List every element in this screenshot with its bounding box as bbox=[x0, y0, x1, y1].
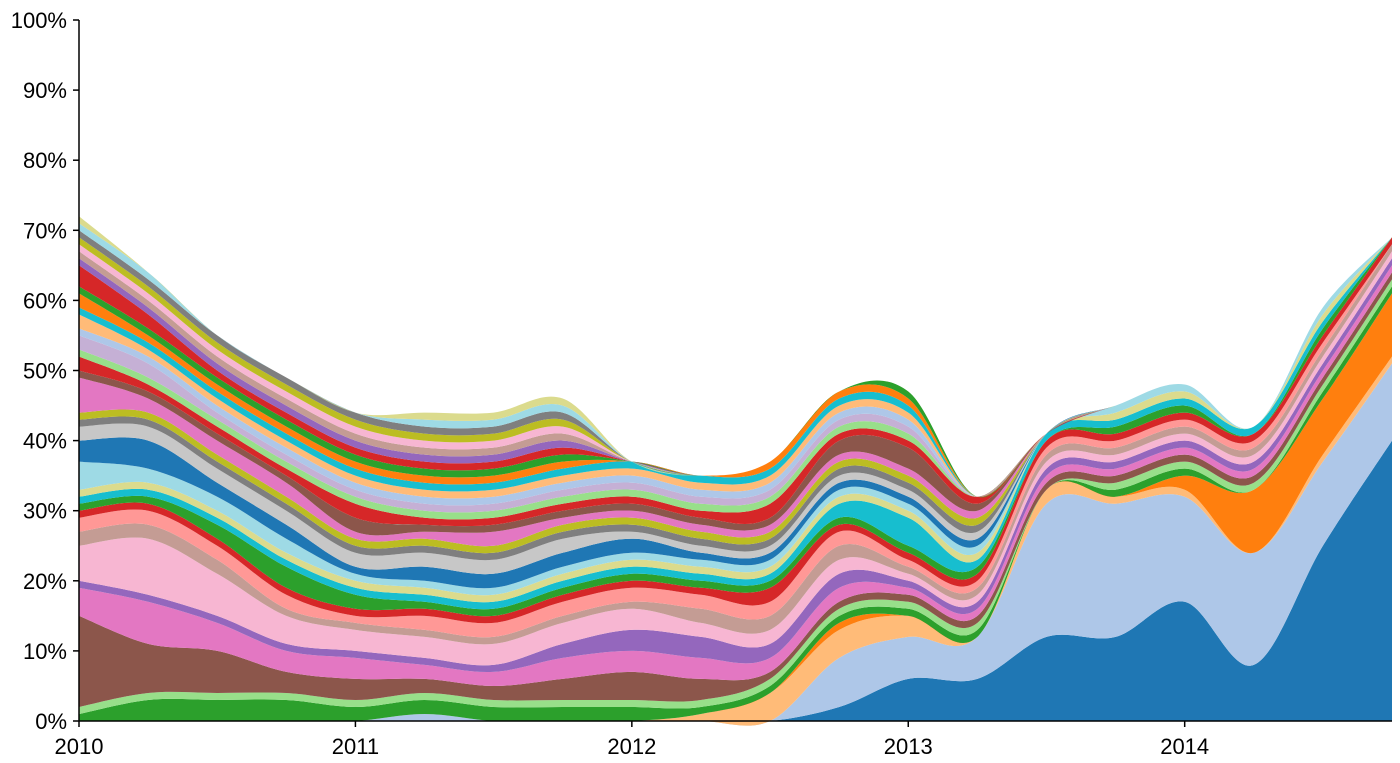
area-layers bbox=[79, 216, 1392, 726]
x-ticks: 2010 2011 2012 2013 2014 bbox=[55, 721, 1209, 759]
y-tick-label: 80% bbox=[23, 148, 67, 173]
area-series-2 bbox=[79, 363, 1392, 726]
area-series-37 bbox=[79, 230, 1392, 498]
area-series-11 bbox=[79, 244, 1392, 645]
area-series-1 bbox=[79, 440, 1392, 723]
axes: 0%10%20%30%40%50%60%70%80%90%100% 2010 20… bbox=[11, 8, 1392, 759]
y-tick-label: 60% bbox=[23, 288, 67, 313]
y-tick-label: 30% bbox=[23, 499, 67, 524]
area-series-36 bbox=[79, 237, 1392, 498]
x-tick-label: 2011 bbox=[332, 734, 379, 759]
y-tick-label: 0% bbox=[35, 709, 67, 734]
y-tick-label: 90% bbox=[23, 78, 67, 103]
y-tick-label: 70% bbox=[23, 218, 67, 243]
x-tick-label: 2014 bbox=[1160, 734, 1209, 759]
y-tick-label: 10% bbox=[23, 639, 67, 664]
area-series-13 bbox=[79, 237, 1392, 624]
y-tick-label: 40% bbox=[23, 429, 67, 454]
area-series-12 bbox=[79, 244, 1392, 638]
y-tick-label: 100% bbox=[11, 8, 67, 33]
y-tick-label: 50% bbox=[23, 359, 67, 384]
x-tick-label: 2013 bbox=[884, 734, 933, 759]
x-tick-label: 2012 bbox=[607, 734, 656, 759]
y-ticks: 0% 10% 20% 30% 40% 50% 60% 70% 80% 90% 100% bbox=[11, 8, 79, 734]
area-series-8 bbox=[79, 265, 1392, 686]
area-series-7 bbox=[79, 272, 1392, 707]
area-series-14 bbox=[79, 237, 1392, 617]
y-tick-label: 20% bbox=[23, 569, 67, 594]
x-tick-label: 2010 bbox=[55, 734, 104, 759]
